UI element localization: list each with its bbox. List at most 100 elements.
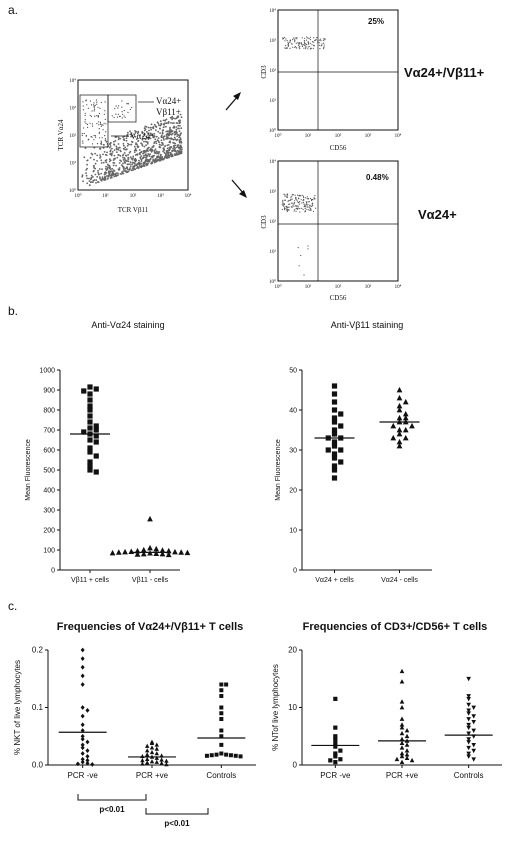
event-dot (102, 161, 105, 164)
data-point (466, 676, 471, 682)
event-dot (96, 175, 99, 178)
event-dot (122, 154, 124, 157)
y-decade-tick: 10⁰ (69, 188, 76, 194)
data-point (209, 753, 214, 758)
event-dot (150, 150, 153, 153)
event-dot (99, 177, 101, 180)
y-tick-label: 600 (43, 448, 55, 455)
category-label: Controls (454, 771, 484, 780)
y-tick-label: 800 (43, 408, 55, 415)
event-dot (94, 104, 96, 106)
event-dot (128, 168, 131, 171)
data-point (238, 754, 243, 759)
event-dot (318, 42, 320, 44)
event-dot (299, 42, 301, 45)
event-dot (145, 149, 148, 152)
event-dot (105, 169, 108, 172)
event-dot (303, 47, 305, 49)
y-tick-label: 10 (289, 528, 297, 535)
event-dot (282, 37, 284, 39)
event-dot (175, 128, 178, 131)
event-dot (135, 153, 138, 156)
event-dot (154, 148, 157, 151)
data-point (159, 760, 164, 766)
event-dot (295, 210, 297, 212)
event-dot (122, 170, 125, 173)
event-dot (165, 135, 168, 137)
event-dot (298, 202, 300, 204)
data-point (93, 427, 99, 433)
event-dot (95, 182, 97, 184)
event-dot (113, 170, 116, 172)
data-point (154, 746, 159, 751)
event-dot (294, 46, 296, 48)
event-dot (122, 162, 124, 165)
event-dot (109, 146, 111, 149)
event-dot (131, 158, 134, 161)
event-dot (109, 159, 112, 162)
event-dot (87, 107, 89, 109)
data-point (233, 753, 238, 758)
event-dot (136, 143, 138, 146)
category-label: Vβ11 + cells (71, 577, 109, 584)
event-dot (294, 209, 296, 211)
event-dot (81, 174, 84, 177)
event-dot (164, 119, 167, 122)
event-dot (82, 142, 84, 144)
event-dot (162, 137, 165, 140)
event-dot (123, 152, 126, 154)
event-dot (101, 176, 104, 179)
data-point (466, 740, 471, 745)
event-dot (170, 155, 173, 158)
event-dot (116, 151, 118, 154)
event-dot (164, 122, 166, 125)
event-dot (140, 142, 143, 145)
event-dot (127, 156, 130, 159)
event-dot (97, 181, 100, 184)
event-dot (287, 203, 290, 205)
event-dot (147, 132, 150, 135)
event-dot (101, 143, 103, 145)
event-dot (133, 145, 136, 148)
event-dot (125, 139, 128, 142)
event-dot (143, 165, 146, 168)
data-point (338, 748, 343, 753)
event-dot (83, 132, 85, 135)
data-point (81, 388, 87, 394)
event-dot (94, 115, 96, 117)
event-dot (147, 147, 149, 150)
event-dot (309, 39, 311, 41)
event-dot (147, 126, 150, 129)
event-dot (110, 170, 113, 173)
event-dot (108, 143, 111, 145)
event-dot (141, 131, 144, 133)
event-dot (305, 197, 307, 199)
event-dot (126, 133, 129, 136)
event-dot (282, 201, 284, 203)
event-dot (86, 104, 88, 106)
event-dot (178, 136, 181, 139)
event-dot (302, 194, 304, 196)
event-dot (100, 140, 102, 142)
event-dot (104, 139, 107, 142)
event-dot (91, 143, 94, 145)
event-dot (133, 133, 136, 136)
event-dot (304, 206, 307, 208)
event-dot (284, 36, 286, 39)
event-dot (289, 39, 291, 41)
event-dot (299, 203, 301, 205)
event-dot (160, 135, 163, 138)
event-dot (162, 119, 165, 122)
sig-label-right: p<0.01 (164, 819, 190, 828)
event-dot (116, 156, 119, 159)
data-point (80, 736, 85, 742)
event-dot (100, 101, 102, 104)
event-dot (178, 119, 180, 122)
top-plot-percent: 25% (368, 17, 384, 26)
event-dot (94, 135, 96, 137)
data-point (471, 748, 477, 754)
event-dot (282, 38, 284, 40)
data-point (466, 731, 471, 736)
event-dot (104, 167, 107, 170)
event-dot (285, 45, 287, 47)
